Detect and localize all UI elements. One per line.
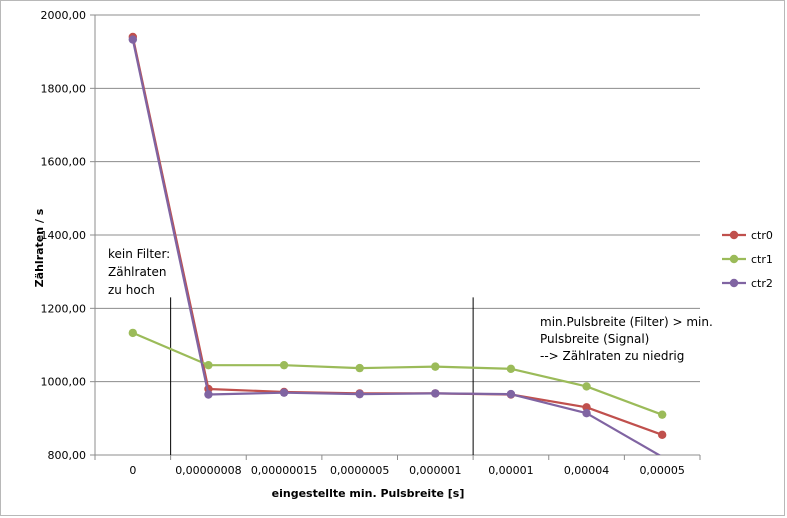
y-tick-label: 1000,00 (41, 376, 87, 389)
series (128, 32, 667, 455)
data-point-ctr1 (431, 362, 440, 371)
legend-label: ctr2 (751, 277, 773, 290)
data-point-ctr1 (582, 382, 591, 391)
legend-label: ctr0 (751, 229, 773, 242)
x-tick-label: 0,000001 (409, 464, 462, 477)
data-point-ctr2 (279, 388, 289, 397)
y-tick-label: 800,00 (48, 449, 87, 462)
legend-item-ctr2: ctr2 (722, 277, 773, 290)
y-tick-label: 2000,00 (41, 9, 87, 22)
annotation-right: min.Pulsbreite (Filter) > min. Pulsbreite… (540, 315, 713, 363)
data-point-ctr0 (582, 403, 591, 412)
x-tick-label: 0 (129, 464, 136, 477)
x-tick-label: 0,00004 (564, 464, 610, 477)
series-ctr2 (128, 35, 662, 455)
x-tick-label: 0,0000005 (330, 464, 390, 477)
y-axis-title: Zählraten / s (33, 208, 46, 287)
y-tick-labels: 800,00 1000,00 1200,00 1400,00 1600,00 1800,0… (41, 9, 87, 462)
series-ctr1 (128, 328, 667, 419)
gridlines (95, 14, 700, 383)
data-point-ctr0 (657, 430, 667, 440)
x-tick-label: 0,00000008 (175, 464, 241, 477)
data-point-ctr1 (204, 360, 213, 370)
y-tick-label: 1600,00 (41, 156, 87, 169)
data-point-ctr1 (657, 410, 667, 419)
data-point-ctr1 (128, 328, 138, 338)
data-point-ctr2 (431, 389, 440, 398)
x-tick-label: 0,00000015 (251, 464, 317, 477)
annotation-line: --> Zählraten zu niedrig (540, 349, 684, 363)
legend-label: ctr1 (751, 253, 773, 266)
series-line-ctr2 (131, 39, 662, 455)
x-tick-label: 0,00005 (639, 464, 685, 477)
x-tick-labels: 0 0,00000008 0,00000015 0,0000005 0,000001 0,… (129, 464, 685, 477)
series-ctr0 (128, 32, 667, 440)
data-point-ctr2 (582, 409, 591, 418)
data-point-ctr2 (506, 389, 516, 399)
x-axis-title: eingestellte min. Pulsbreite [s] (272, 487, 465, 500)
vertical-markers (170, 297, 474, 455)
legend-item-ctr0: ctr0 (722, 229, 773, 242)
data-point-ctr1 (279, 360, 289, 370)
annotation-line: kein Filter: (108, 247, 170, 261)
series-line-ctr0 (131, 36, 663, 436)
data-point-ctr1 (355, 363, 364, 373)
legend-marker (729, 230, 739, 240)
y-tick-label: 1200,00 (41, 302, 87, 315)
annotations: kein Filter: Zählraten zu hoch min.Pulsbrei… (108, 247, 713, 363)
legend-item-ctr1: ctr1 (722, 253, 773, 266)
data-point-ctr1 (506, 364, 516, 374)
series-line-ctr1 (132, 331, 663, 416)
annotation-line: min.Pulsbreite (Filter) > min. (540, 315, 713, 329)
annotation-line: zu hoch (108, 283, 155, 297)
x-tick-label: 0,00001 (488, 464, 534, 477)
legend-marker (729, 254, 739, 264)
annotation-left: kein Filter: Zählraten zu hoch (108, 247, 170, 297)
legend-marker (729, 278, 739, 288)
y-tick-label: 1400,00 (41, 229, 87, 242)
legend: ctr0 ctr1 ctr2 (722, 229, 773, 290)
data-point-ctr2 (355, 389, 364, 399)
data-point-ctr2 (204, 390, 213, 399)
annotation-line: Pulsbreite (Signal) (540, 332, 649, 346)
annotation-line: Zählraten (108, 265, 167, 279)
axes (90, 14, 701, 460)
data-point-ctr2 (128, 35, 138, 44)
y-tick-label: 1800,00 (41, 82, 87, 95)
